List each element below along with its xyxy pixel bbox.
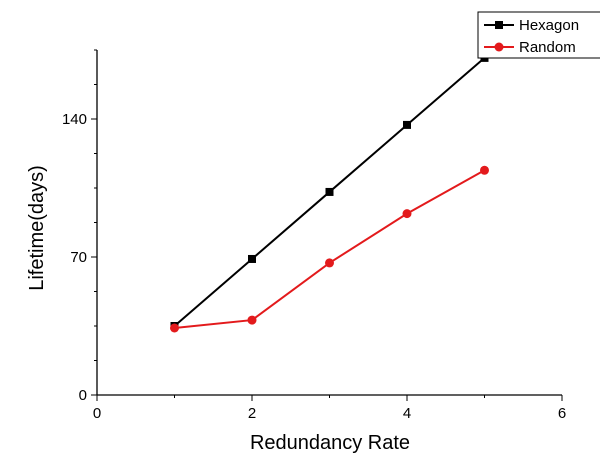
legend-label-random: Random [519, 39, 576, 56]
x-tick-label: 4 [403, 405, 411, 422]
data-point-random [402, 209, 412, 219]
y-ticks: 0 70 140 [62, 49, 97, 404]
y-tick-label: 0 [79, 387, 87, 404]
data-point-random [480, 165, 489, 175]
x-tick-label: 2 [248, 405, 256, 422]
data-point-random [170, 323, 179, 333]
legend-marker-hexagon [495, 21, 503, 29]
data-point-random [247, 315, 257, 325]
x-tick-label: 6 [558, 405, 566, 422]
x-ticks: 0 2 4 6 [93, 395, 566, 422]
y-tick-label: 140 [62, 111, 87, 128]
y-tick-label: 70 [70, 249, 87, 266]
series-layer [170, 53, 489, 333]
data-point-hexagon [325, 187, 334, 196]
data-point-random [325, 258, 334, 268]
legend-label-hexagon: Hexagon [519, 17, 579, 34]
legend-marker-random [494, 42, 504, 52]
x-axis-title: Redundancy Rate [250, 432, 410, 454]
x-tick-label: 0 [93, 405, 101, 422]
plot-axes [96, 50, 562, 396]
data-point-hexagon [403, 120, 411, 129]
data-point-hexagon [248, 254, 256, 263]
y-axis-title: Lifetime(days) [26, 165, 48, 291]
legend: Hexagon Random [477, 11, 600, 59]
